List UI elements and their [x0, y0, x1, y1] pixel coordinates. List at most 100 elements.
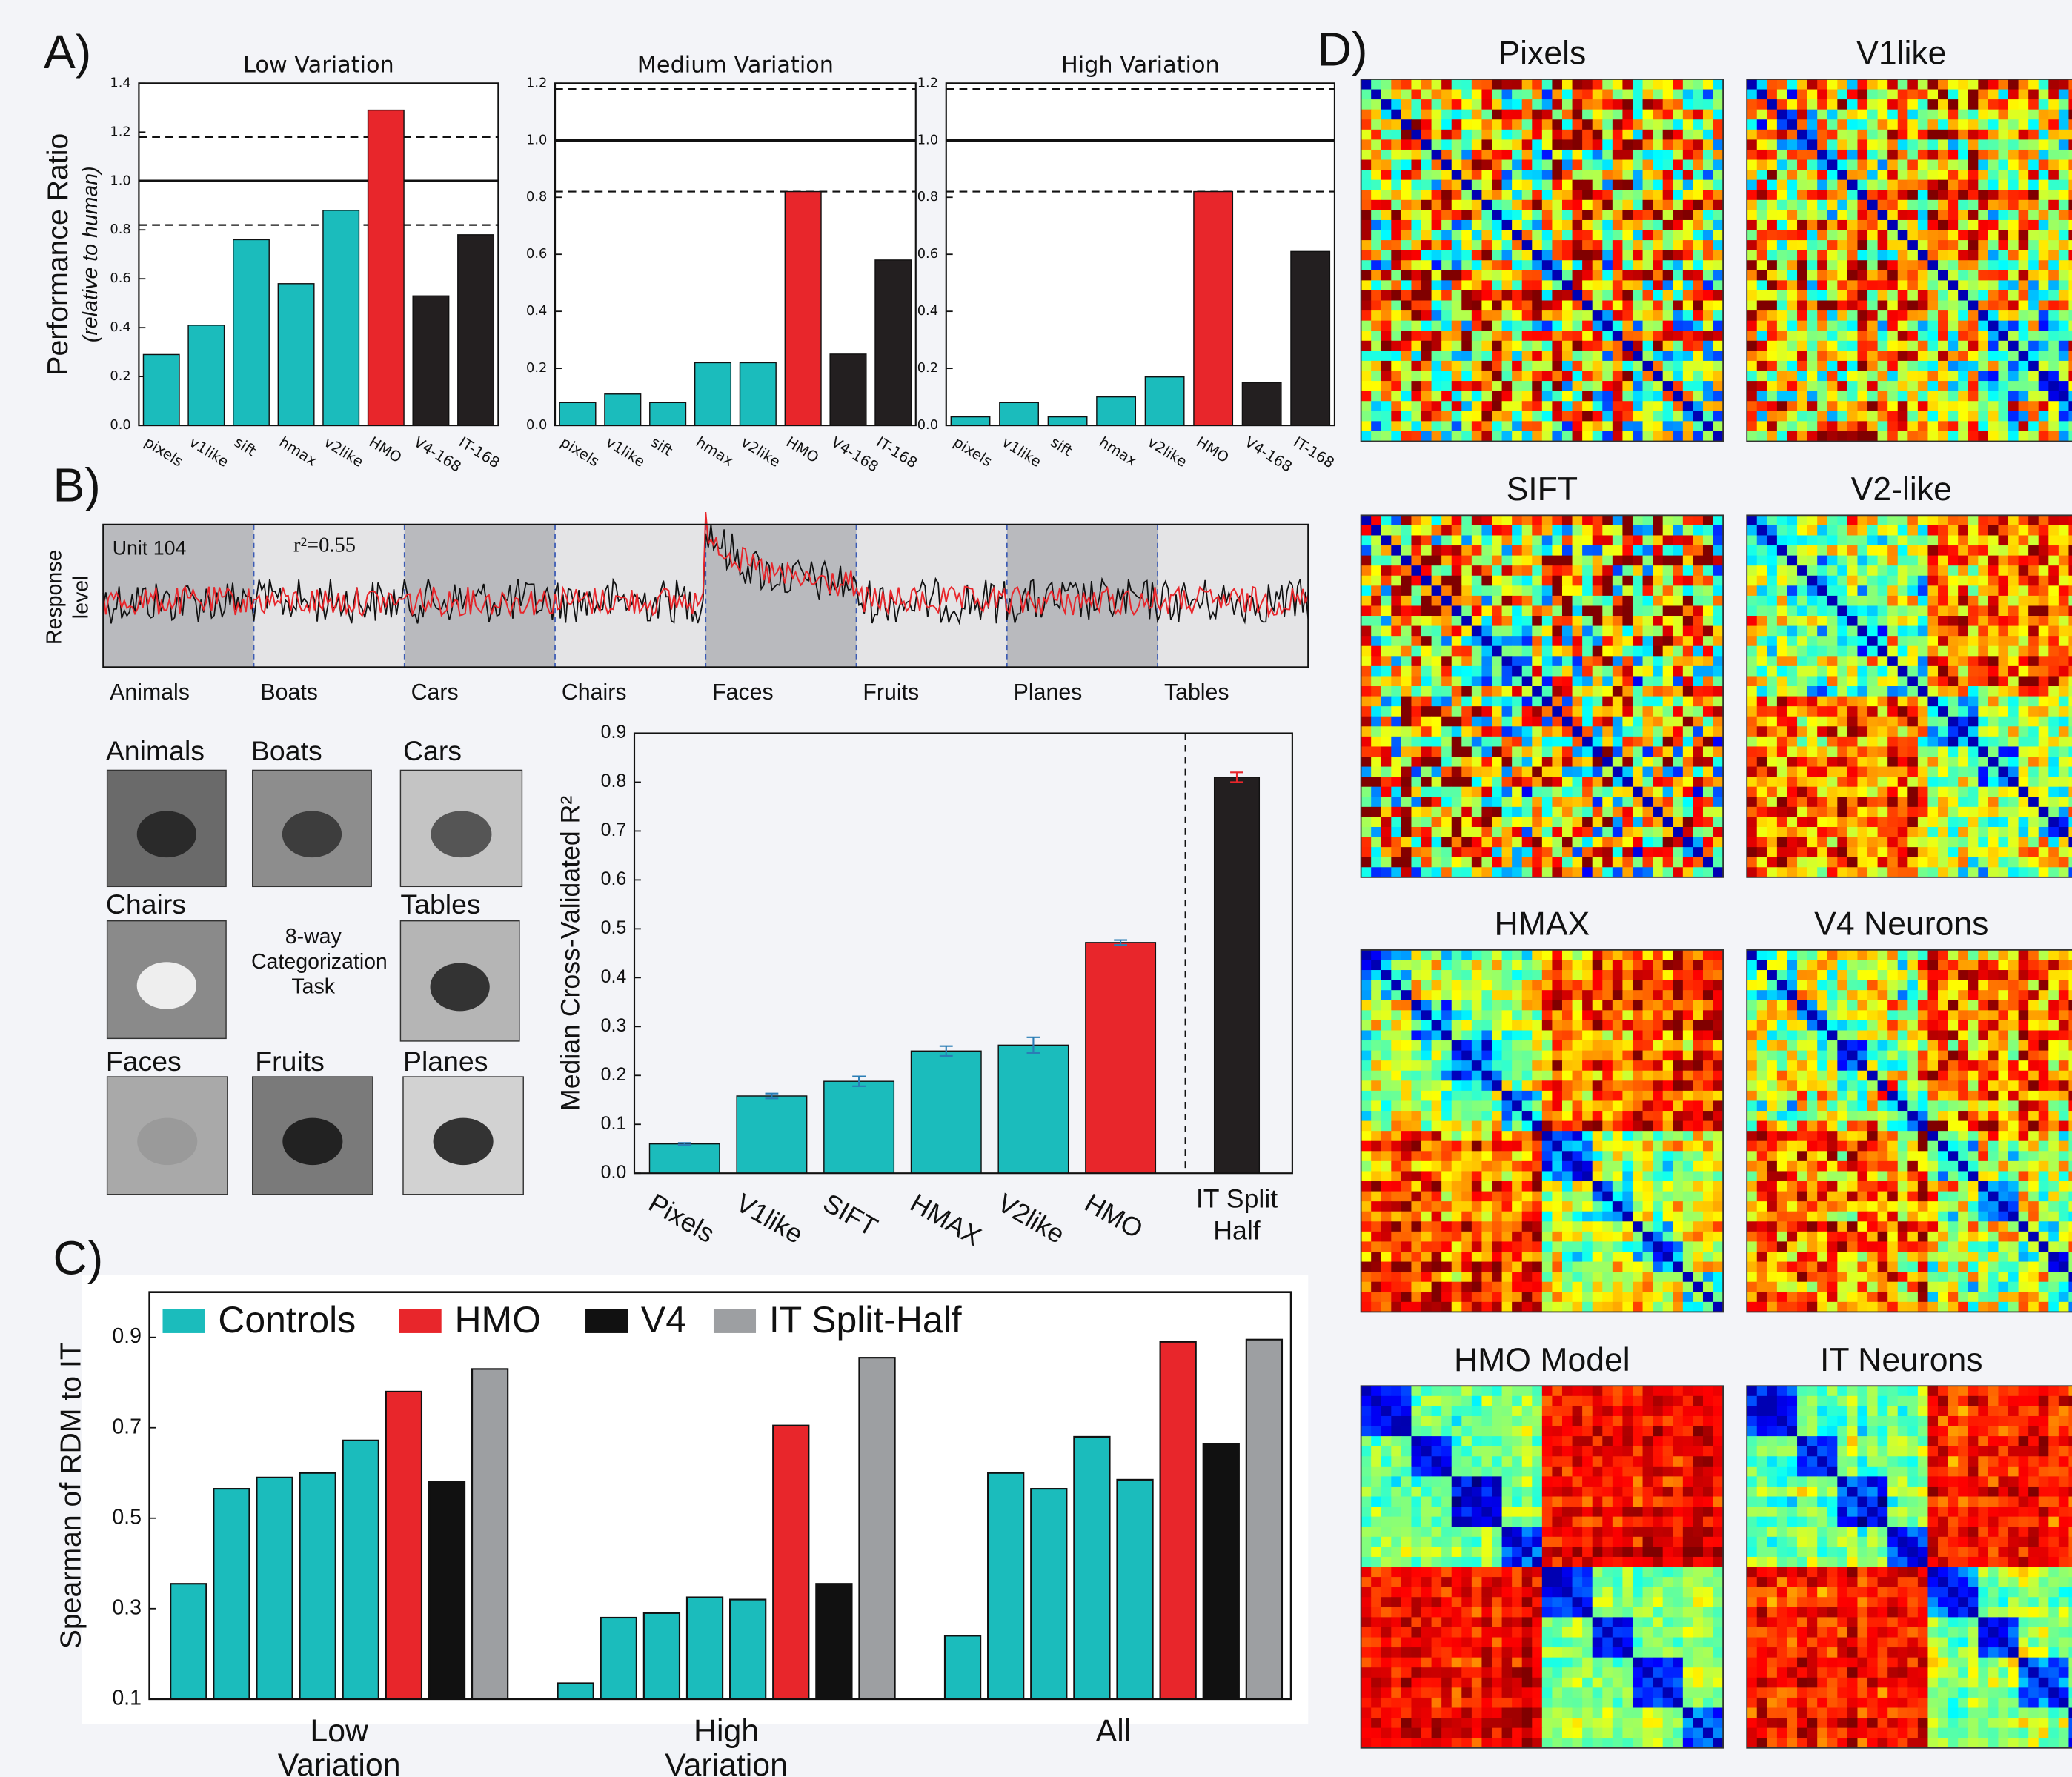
rdm-cell — [1817, 139, 1827, 150]
rdm-cell — [1613, 847, 1623, 857]
rdm-cell — [1602, 180, 1613, 190]
rdm-cell — [1797, 230, 1807, 241]
rdm-cell — [1938, 310, 1948, 321]
rdm-cell — [1411, 361, 1421, 371]
rdm-cell — [1542, 565, 1553, 576]
rdm-cell — [2059, 331, 2069, 341]
rdm-cell — [1978, 260, 1988, 270]
rdm-cell — [2008, 535, 2019, 545]
rdm-cell — [1361, 110, 1372, 120]
rdm-cell — [1878, 411, 1888, 422]
rdm-cell — [2048, 421, 2059, 431]
rdm-cell — [1552, 636, 1562, 646]
rdm-cell — [1552, 90, 1562, 100]
rdm-cell — [2048, 341, 2059, 351]
rdm-cell — [1683, 697, 1693, 707]
rdm-cell — [2019, 616, 2029, 626]
rdm-cell — [1817, 515, 1827, 525]
rdm-cell — [1593, 301, 1603, 311]
rdm-cell — [1542, 556, 1553, 566]
y-tick-label: 1.2 — [917, 75, 938, 90]
rdm-cell — [1898, 240, 1908, 250]
rdm-cell — [1663, 565, 1673, 576]
rdm-cell — [1703, 717, 1713, 727]
rdm-cell — [1827, 130, 1838, 140]
rdm-cell — [1532, 787, 1542, 797]
rdm-cell — [1797, 391, 1807, 402]
rdm-cell — [1381, 565, 1392, 576]
rdm-cell — [1847, 706, 1858, 717]
rdm-cell — [1613, 170, 1623, 180]
rdm-cell — [1683, 585, 1693, 596]
rdm-cell — [1432, 160, 1442, 170]
rdm-cell — [1613, 381, 1623, 391]
rdm-cell — [2048, 110, 2059, 120]
rdm-cell — [1582, 605, 1593, 616]
rdm-cell — [1391, 99, 1401, 110]
rdm-cell — [1988, 79, 1999, 90]
bar — [830, 354, 866, 425]
rdm-cell — [1673, 545, 1683, 556]
rdm-cell — [1421, 160, 1432, 170]
rdm-cell — [1673, 847, 1683, 857]
rdm-cell — [1703, 525, 1713, 536]
rdm-cell — [1593, 646, 1603, 657]
rdm-cell — [1643, 240, 1653, 250]
rdm-cell — [1542, 717, 1553, 727]
rdm-cell — [1837, 79, 1847, 90]
rdm-cell — [1542, 130, 1553, 140]
rdm-cell — [1747, 200, 1757, 210]
rdm-cell — [1787, 130, 1797, 140]
rdm-cell — [1827, 331, 1838, 341]
rdm-cell — [1703, 170, 1713, 180]
rdm-cell — [1432, 596, 1442, 606]
rdm-cell — [1757, 150, 1767, 160]
rdm-cell — [1532, 290, 1542, 301]
rdm-cell — [1757, 170, 1767, 180]
rdm-cell — [1401, 391, 1412, 402]
rdm-cell — [1767, 280, 1777, 290]
chart-title: Medium Variation — [637, 53, 834, 79]
rdm-cell — [1481, 139, 1492, 150]
rdm-cell — [1411, 240, 1421, 250]
rdm-cell — [1461, 170, 1472, 180]
rdm-cell — [1817, 220, 1827, 230]
rdm-cell — [1613, 837, 1623, 848]
rdm-cell — [1857, 656, 1867, 666]
rdm-cell — [1713, 220, 1724, 230]
rdm-cell — [1787, 576, 1797, 586]
rdm-cell — [1653, 797, 1663, 807]
rdm-cell — [1747, 110, 1757, 120]
rdm-cell — [2059, 391, 2069, 402]
rdm-cell — [1978, 421, 1988, 431]
rdm-cell — [1887, 210, 1898, 220]
rdm-cell — [2028, 605, 2039, 616]
rdm-cell — [1817, 351, 1827, 361]
rdm-cell — [1593, 737, 1603, 747]
rdm-cell — [1613, 656, 1623, 666]
rdm-cell — [1898, 230, 1908, 241]
rdm-cell — [1797, 411, 1807, 422]
rdm-cell — [1663, 351, 1673, 361]
rdm-cell — [1978, 79, 1988, 90]
rdm-cell — [2068, 565, 2072, 576]
rdm-cell — [1797, 525, 1807, 536]
rdm-cell — [1757, 391, 1767, 402]
rdm-cell — [1461, 270, 1472, 281]
rdm-cell — [1532, 807, 1542, 817]
rdm-cell — [1847, 545, 1858, 556]
rdm-cell — [1361, 556, 1372, 566]
rdm-cell — [2068, 351, 2072, 361]
rdm-cell — [1847, 310, 1858, 321]
rdm-cell — [1582, 180, 1593, 190]
rdm-cell — [1502, 717, 1513, 727]
y-tick-label: 0.6 — [526, 246, 547, 262]
rdm-cell — [1878, 301, 1888, 311]
rdm-cell — [1411, 280, 1421, 290]
rdm-cell — [1978, 301, 1988, 311]
rdm-cell — [1867, 170, 1878, 180]
rdm-cell — [1703, 666, 1713, 677]
rdm-cell — [1938, 200, 1948, 210]
rdm-cell — [1857, 170, 1867, 180]
rdm-cell — [1673, 119, 1683, 130]
